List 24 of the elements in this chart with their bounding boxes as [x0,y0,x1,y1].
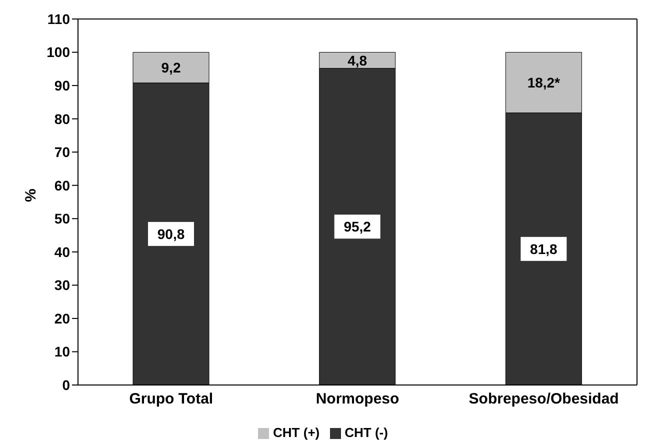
y-tick-label: 0 [62,376,70,393]
y-tick-label: 40 [54,244,70,260]
y-tick-label: 70 [54,144,70,160]
y-axis-title: % [22,188,40,202]
x-tick-label: Sobrepeso/Obesidad [468,390,619,408]
y-tick-label: 90 [54,78,70,94]
legend-label: CHT (-) [344,425,388,440]
x-tick-label: Normopeso [316,390,400,408]
y-tick-label: 20 [54,310,70,326]
y-tick-label: 110 [47,10,70,27]
y-tick-label: 100 [46,44,70,60]
y-tick-label: 80 [54,110,70,127]
y-tick-label: 50 [54,210,70,227]
y-tick-label: 30 [54,277,70,294]
y-tick-label: 10 [54,344,70,360]
data-label: 90,8 [157,226,185,242]
data-label: 81,8 [530,240,558,257]
data-label: 18,2* [527,74,561,91]
y-tick-label: 60 [54,177,70,194]
x-tick-label: Grupo Total [129,390,214,408]
data-label: 4,8 [348,52,368,68]
data-label: 9,2 [161,60,181,76]
legend-label: CHT (+) [273,425,320,440]
data-label: 95,2 [344,218,372,235]
